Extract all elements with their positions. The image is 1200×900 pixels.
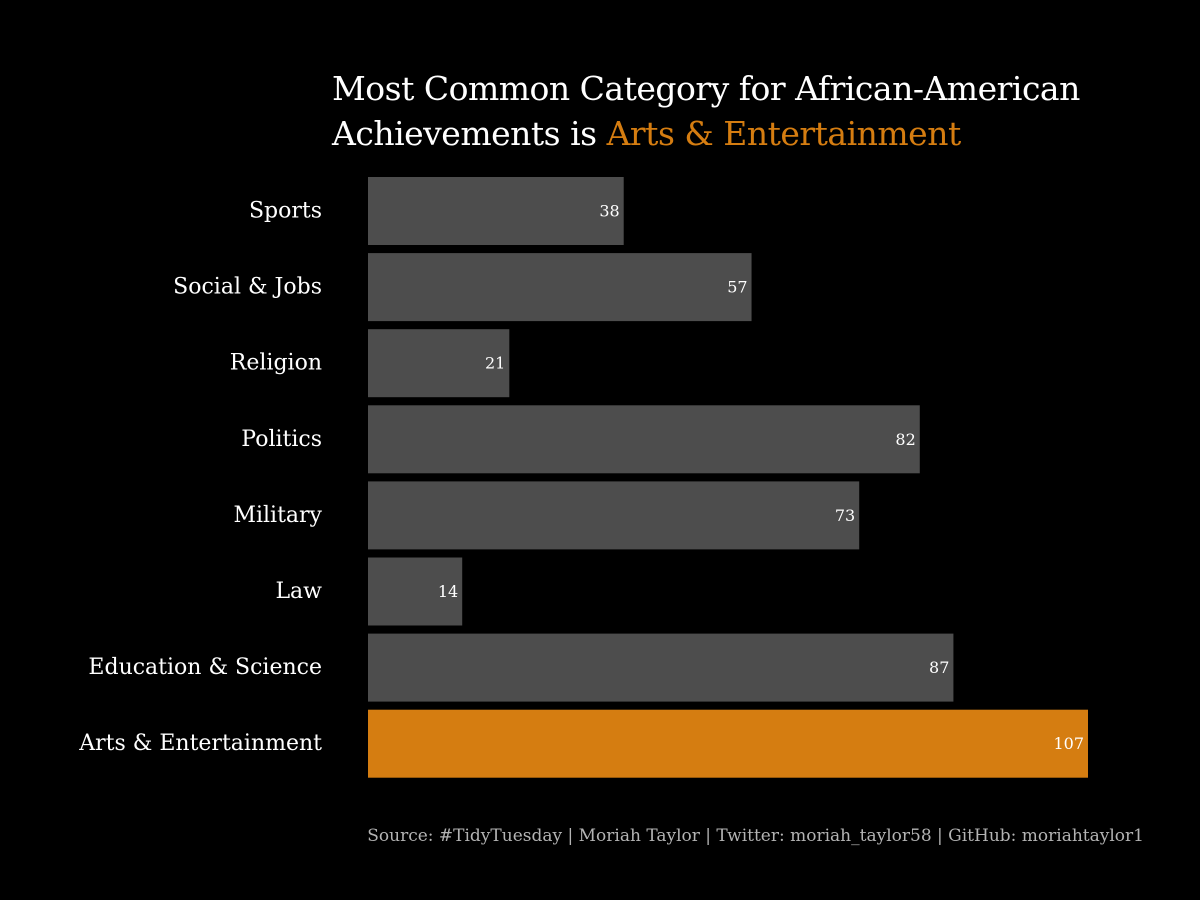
category-label: Politics	[241, 427, 322, 452]
category-label: Religion	[230, 351, 322, 376]
value-label: 21	[485, 354, 505, 373]
value-label: 38	[599, 202, 619, 221]
chart-title: Most Common Category for African-America…	[332, 66, 1172, 156]
chart-title-line-2: Achievements is Arts & Entertainment	[332, 111, 1172, 156]
value-label: 87	[929, 658, 949, 677]
chart-title-line-1: Most Common Category for African-America…	[332, 69, 1080, 108]
category-label: Military	[233, 503, 322, 528]
value-label: 107	[1053, 734, 1084, 753]
bar-politics	[368, 405, 920, 474]
category-label: Law	[275, 579, 322, 604]
category-label: Arts & Entertainment	[78, 731, 322, 756]
category-label: Social & Jobs	[173, 275, 322, 300]
bar-education-science	[368, 633, 954, 702]
chart-title-prefix: Achievements is	[332, 114, 597, 153]
category-label: Sports	[249, 199, 322, 224]
chart-title-highlight: Arts & Entertainment	[606, 114, 962, 153]
bar-sports	[368, 177, 624, 245]
value-label: 82	[895, 430, 915, 449]
category-label: Education & Science	[88, 655, 322, 680]
bar-military	[368, 481, 860, 550]
bar-religion	[368, 329, 510, 398]
source-caption: Source: #TidyTuesday | Moriah Taylor | T…	[367, 826, 1144, 846]
value-label: 14	[438, 582, 458, 601]
value-label: 57	[727, 278, 747, 297]
bar-arts-entertainment	[368, 709, 1088, 778]
value-label: 73	[835, 506, 855, 525]
bar-law	[368, 557, 463, 626]
bar-social-jobs	[368, 253, 752, 322]
